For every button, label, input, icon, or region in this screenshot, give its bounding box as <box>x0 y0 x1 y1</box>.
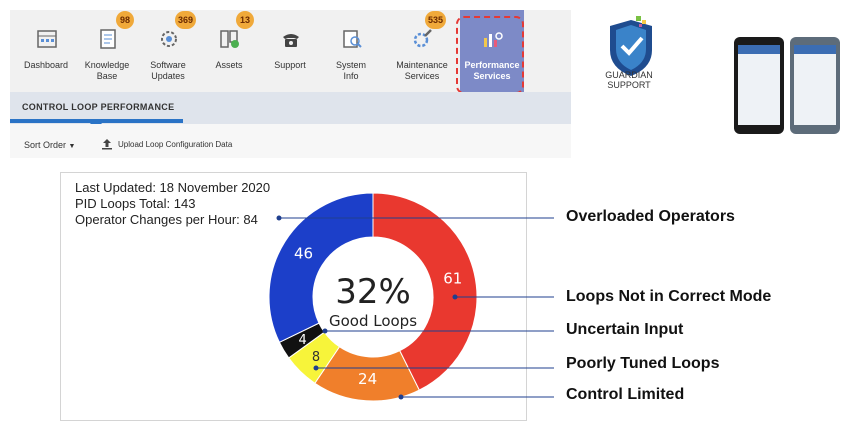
dashboard-label: Dashboard <box>23 60 69 70</box>
system-info-button[interactable]: System Info <box>322 10 380 92</box>
pid-loops-total-text: PID Loops Total: 143 <box>75 196 196 211</box>
support-label: Support <box>274 60 306 70</box>
slice-value-label: 8 <box>312 350 320 365</box>
system-info-label: System Info <box>335 60 366 81</box>
donut-slice <box>268 192 374 343</box>
slice-value-label: 4 <box>298 333 306 348</box>
donut-slice <box>372 192 478 391</box>
maintenance-services-label: Maintenance Services <box>396 60 448 81</box>
operator-changes-text: Operator Changes per Hour: 84 <box>75 212 258 227</box>
document-icon <box>100 29 116 49</box>
callout-loops-not-correct-mode: Loops Not in Correct Mode <box>566 288 772 305</box>
phone-image <box>790 37 840 134</box>
upload-loop-config-button[interactable]: Upload Loop Configuration Data <box>118 140 233 149</box>
slice-value-label: 24 <box>358 370 377 388</box>
guardian-support-wordmark: GUARDIAN SUPPORT <box>598 70 660 90</box>
wrench-gear-icon <box>413 29 432 48</box>
guardian-shield-logo <box>610 16 652 76</box>
phone-icon <box>283 34 299 47</box>
callout-control-limited: Control Limited <box>566 386 685 403</box>
action-bar <box>10 124 571 158</box>
maintenance-services-button[interactable]: 535 Maintenance Services <box>393 10 451 92</box>
app-toolbar: Dashboard 98 Knowledge Base 369 Software… <box>10 10 571 93</box>
brand-name: GUARDIAN <box>605 70 653 80</box>
sort-order-label: Sort Order <box>24 140 67 150</box>
software-updates-label: Software Updates <box>150 60 186 81</box>
active-tab-underline <box>10 119 183 123</box>
last-updated-text: Last Updated: 18 November 2020 <box>75 180 271 195</box>
notification-badge: 98 <box>116 11 134 29</box>
upload-icon[interactable] <box>101 138 113 150</box>
brand-tag: SUPPORT <box>607 80 651 90</box>
sort-order-dropdown[interactable]: Sort Order ▼ <box>24 140 75 150</box>
knowledge-base-label: Knowledge Base <box>84 60 130 81</box>
phone-image <box>734 37 784 134</box>
assets-icon <box>220 30 239 48</box>
assets-button[interactable]: 13 Assets <box>200 10 258 92</box>
performance-services-label: Performance Services <box>464 60 520 81</box>
performance-services-button[interactable]: Performance Services <box>460 10 524 92</box>
tab-control-loop-performance[interactable]: CONTROL LOOP PERFORMANCE <box>22 102 175 112</box>
center-value: 32% <box>335 272 411 312</box>
callout-poorly-tuned-loops: Poorly Tuned Loops <box>566 355 720 372</box>
slice-value-label: 46 <box>294 244 313 262</box>
support-button[interactable]: Support <box>261 10 319 92</box>
knowledge-base-button[interactable]: 98 Knowledge Base <box>78 10 136 92</box>
slice-value-label: 61 <box>443 269 462 287</box>
subnav-bar <box>10 92 571 124</box>
notification-badge: 535 <box>425 11 447 29</box>
refresh-gear-icon <box>161 31 177 47</box>
performance-chart-icon <box>484 32 503 47</box>
notification-badge: 13 <box>236 11 254 29</box>
software-updates-button[interactable]: 369 Software Updates <box>139 10 197 92</box>
chevron-down-icon: ▼ <box>68 143 76 150</box>
callout-overloaded-operators: Overloaded Operators <box>566 208 735 225</box>
assets-label: Assets <box>215 60 243 70</box>
notification-badge: 369 <box>175 11 197 29</box>
system-info-icon <box>343 30 362 48</box>
dashboard-icon <box>37 30 57 48</box>
dashboard-button[interactable]: Dashboard <box>17 10 75 92</box>
center-label: Good Loops <box>329 312 417 330</box>
callout-uncertain-input: Uncertain Input <box>566 321 684 338</box>
